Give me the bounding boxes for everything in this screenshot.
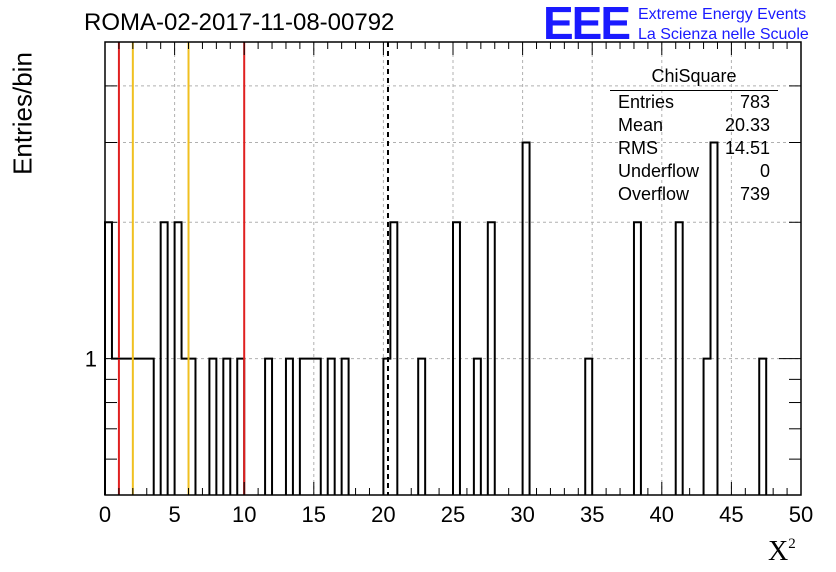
histogram-bar [759, 359, 766, 495]
histogram-bar [474, 359, 481, 495]
x-tick-label: 0 [99, 502, 111, 527]
stat-key: Entries [618, 92, 675, 112]
eee-logo-line1: Extreme Energy Events [638, 6, 807, 23]
x-tick-label: 40 [650, 502, 674, 527]
histogram-bar [383, 359, 390, 495]
stat-row-rms: RMS 14.51 [618, 138, 770, 161]
x-tick-label: 15 [302, 502, 326, 527]
stat-key: Mean [618, 115, 664, 135]
histogram-bar [523, 142, 530, 495]
stat-value: 14.51 [724, 138, 770, 158]
histogram-bar [209, 359, 216, 495]
stat-row-mean: Mean 20.33 [618, 115, 770, 138]
stats-box-divider [610, 90, 778, 91]
stat-value: 0 [759, 161, 770, 181]
x-axis-label: X2 [768, 536, 796, 568]
y-tick-label: 1 [85, 347, 97, 372]
eee-logo-mark: EEE [543, 0, 631, 49]
stat-value: 739 [739, 184, 770, 204]
stat-value: 20.33 [724, 115, 770, 135]
x-tick-label: 20 [371, 502, 395, 527]
histogram-bar [418, 359, 425, 495]
stat-row-entries: Entries 783 [618, 92, 770, 115]
histogram-bar [265, 359, 272, 495]
histogram-bar [300, 359, 321, 495]
x-tick-label: 45 [719, 502, 743, 527]
x-axis-label-superscript: 2 [788, 536, 796, 552]
stat-key: RMS [618, 138, 658, 158]
histogram-bar [328, 359, 335, 495]
histogram-bar [286, 359, 293, 495]
stat-key: Overflow [618, 184, 690, 204]
x-tick-label: 35 [580, 502, 604, 527]
stat-value: 783 [739, 92, 770, 112]
stat-row-underflow: Underflow 0 [618, 161, 770, 184]
histogram-bar [342, 359, 349, 495]
x-tick-label: 25 [441, 502, 465, 527]
histogram-bar [237, 359, 244, 495]
histogram-bars [104, 141, 768, 495]
x-tick-label: 10 [232, 502, 256, 527]
x-tick-label: 5 [168, 502, 180, 527]
stats-box-title: ChiSquare [651, 66, 737, 86]
histogram-bar [223, 359, 230, 495]
chart-title: ROMA-02-2017-11-08-00792 [84, 9, 395, 36]
stat-key: Underflow [618, 161, 700, 181]
stat-row-overflow: Overflow 739 [618, 184, 770, 207]
x-axis-label-base: X [768, 536, 789, 567]
y-axis-label: Entries/bin [7, 52, 38, 175]
x-tick-label: 30 [510, 502, 534, 527]
histogram-bar [704, 359, 711, 495]
eee-logo-line2: La Scienza nelle Scuole [638, 26, 809, 43]
x-tick-label: 50 [789, 502, 813, 527]
histogram-bar [585, 359, 592, 495]
